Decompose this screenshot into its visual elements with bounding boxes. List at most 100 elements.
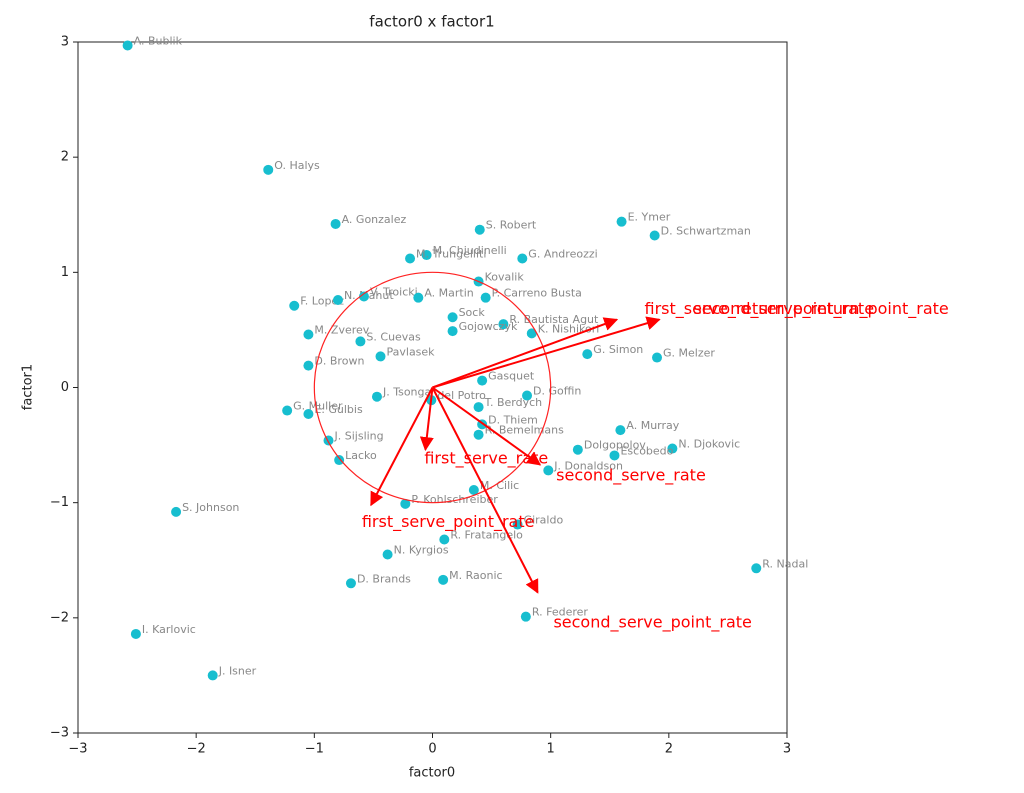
point: [289, 300, 300, 311]
point-label: R. Bemelmans: [485, 424, 565, 437]
point-label: E. Gulbis: [314, 403, 363, 416]
loading-label: first_serve_return_point_rate: [644, 299, 874, 319]
point: [468, 484, 479, 495]
point: [130, 628, 141, 639]
loading-label: second_serve_return_point_rate: [693, 299, 948, 319]
point: [526, 328, 537, 339]
point: [355, 336, 366, 347]
point-label: D. Thiem: [488, 413, 538, 426]
point-label: Gojowczyk: [459, 320, 518, 333]
loading-label: second_serve_point_rate: [553, 613, 751, 633]
point-label: G. Muller: [293, 400, 343, 413]
x-axis-label: factor0: [409, 766, 455, 781]
point: [520, 611, 531, 622]
point: [122, 40, 133, 51]
point: [480, 292, 491, 303]
point-label: I. Karlovic: [142, 623, 196, 636]
point: [207, 670, 218, 681]
point: [413, 292, 424, 303]
point-label: J. Sijsling: [334, 429, 384, 442]
point-label: Giraldo: [524, 514, 564, 527]
point: [371, 391, 382, 402]
point-label: G. Melzer: [663, 347, 715, 360]
point-label: J. Donaldson: [553, 459, 623, 472]
point-label: S. Robert: [486, 219, 537, 232]
point: [477, 375, 488, 386]
y-tick-label: 3: [61, 35, 69, 50]
x-tick-label: −2: [187, 742, 206, 757]
point: [405, 253, 416, 264]
point-label: A. Gonzalez: [342, 213, 407, 226]
loading-label: second_serve_rate: [556, 466, 706, 486]
correlation-circle: [313, 271, 552, 504]
x-tick-label: −1: [305, 742, 324, 757]
point-label: Lacko: [345, 449, 377, 462]
point: [522, 390, 533, 401]
point: [438, 574, 449, 585]
point: [263, 164, 274, 175]
point: [400, 498, 411, 509]
point: [382, 549, 393, 560]
point-label: A. Martin: [424, 287, 473, 300]
loading-arrow: [370, 387, 434, 507]
x-tick-label: 2: [665, 742, 673, 757]
y-tick-label: −2: [50, 610, 69, 625]
point: [330, 218, 341, 229]
point: [649, 230, 660, 241]
point-label: R. Fratangelo: [450, 529, 523, 542]
point-label: D. Goffin: [533, 385, 581, 398]
point: [358, 291, 369, 302]
point: [323, 435, 334, 446]
point-label: Gasquet: [488, 370, 535, 383]
point-label: Escobedo: [620, 444, 673, 457]
loading-label: first_serve_point_rate: [362, 512, 535, 532]
point-label: D. Brown: [314, 355, 364, 368]
point-label: P. Carreno Busta: [492, 287, 582, 300]
point: [572, 444, 583, 455]
x-tick-label: 3: [783, 742, 791, 757]
y-tick-label: 1: [61, 265, 69, 280]
point-label: A. Bublik: [134, 34, 183, 47]
point-label: E. Ymer: [628, 211, 671, 224]
point-label: S. Cuevas: [366, 330, 421, 343]
point-label: R. Federer: [532, 606, 589, 619]
point: [473, 402, 484, 413]
point-label: N. Kyrgios: [394, 543, 449, 556]
point-label: N. Djokovic: [678, 438, 740, 451]
point: [543, 465, 554, 476]
point: [474, 224, 485, 235]
point: [616, 216, 627, 227]
point-label: D. Brands: [357, 572, 411, 585]
point: [667, 443, 678, 454]
point-label: O. Halys: [274, 159, 320, 172]
point-label: M. Zverev: [314, 324, 369, 337]
point: [303, 329, 314, 340]
chart-title: factor0 x factor1: [369, 13, 494, 31]
point-label: A. Murray: [626, 419, 679, 432]
point: [582, 349, 593, 360]
point-label: R. Bautista Agut: [509, 313, 599, 326]
point: [615, 425, 626, 436]
x-tick-label: −3: [68, 742, 87, 757]
point-label: J. Tsonga: [382, 386, 431, 399]
point-label: M. Raonic: [449, 569, 502, 582]
point: [421, 250, 432, 261]
point-label: D. Schwartzman: [661, 224, 751, 237]
point: [512, 519, 523, 530]
point: [439, 534, 450, 545]
point: [751, 563, 762, 574]
point: [332, 294, 343, 305]
point-label: G. Simon: [593, 343, 643, 356]
point-label: G. Andreozzi: [528, 248, 597, 261]
x-tick-label: 1: [547, 742, 555, 757]
loading-arrow: [431, 387, 539, 594]
y-tick-label: 0: [61, 380, 69, 395]
y-tick-label: −1: [50, 495, 69, 510]
loading-label: first_serve_rate: [424, 449, 548, 469]
point-label: T. Berdych: [484, 396, 543, 409]
point: [498, 319, 509, 330]
point-label: Kovalik: [485, 271, 525, 284]
point-label: M. Chiudinelli: [433, 244, 507, 257]
point-label: M. Trungelliti: [416, 248, 486, 261]
loading-arrow: [419, 387, 434, 452]
